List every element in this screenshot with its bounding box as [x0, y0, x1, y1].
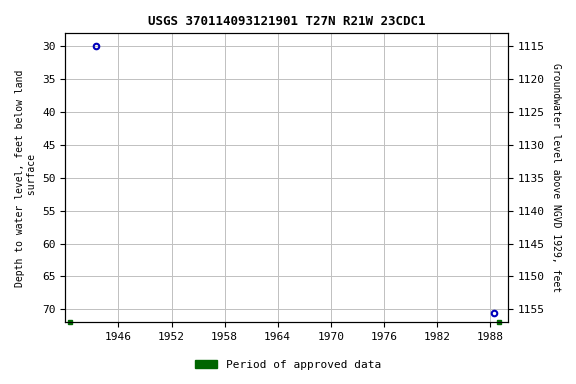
Y-axis label: Groundwater level above NGVD 1929, feet: Groundwater level above NGVD 1929, feet — [551, 63, 561, 293]
Title: USGS 370114093121901 T27N R21W 23CDC1: USGS 370114093121901 T27N R21W 23CDC1 — [148, 15, 425, 28]
Y-axis label: Depth to water level, feet below land
 surface: Depth to water level, feet below land su… — [15, 69, 37, 286]
Legend: Period of approved data: Period of approved data — [191, 356, 385, 375]
